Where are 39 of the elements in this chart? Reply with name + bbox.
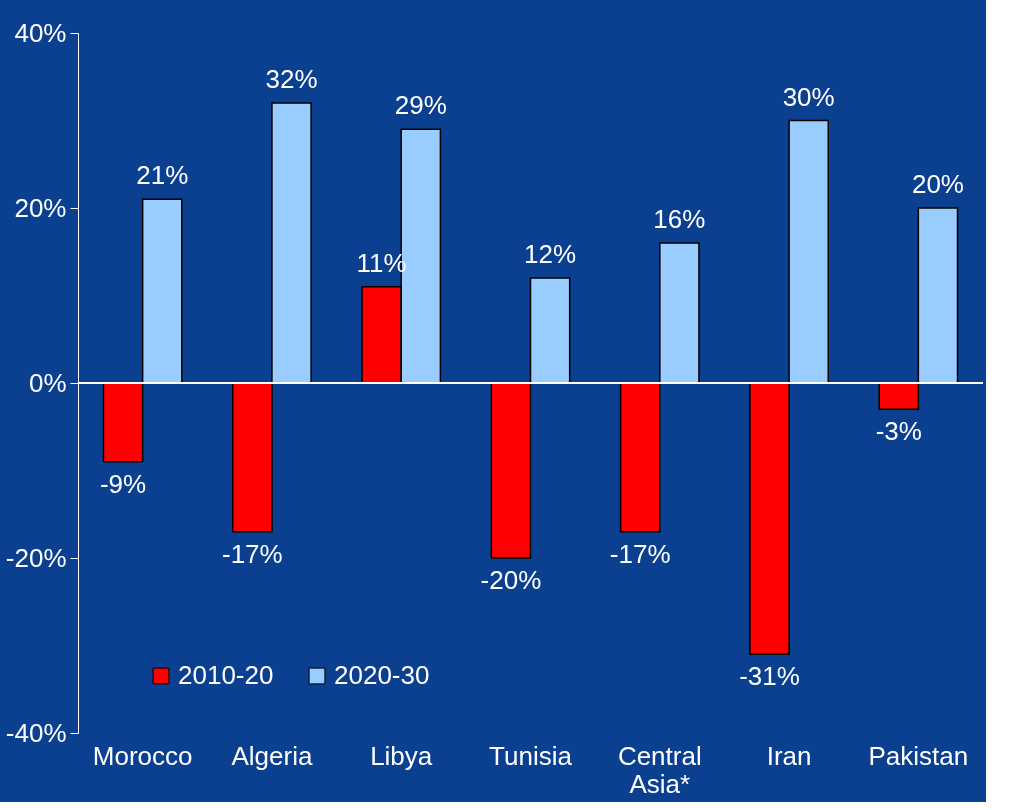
bar <box>788 119 829 384</box>
bar <box>529 277 571 384</box>
bar <box>878 382 920 410</box>
y-tick-label: 40% <box>14 17 67 48</box>
x-tick-label: Pakistan <box>868 740 969 771</box>
data-label: -31% <box>739 661 800 692</box>
bar <box>659 242 700 384</box>
data-label: -17% <box>609 538 671 569</box>
y-tick-label: 0% <box>28 367 67 398</box>
x-tick-label: Libya <box>370 740 433 771</box>
data-label: 30% <box>782 81 835 112</box>
bar <box>271 102 312 384</box>
data-label: -3% <box>875 416 922 447</box>
data-label: 21% <box>136 160 189 191</box>
data-label: 12% <box>524 239 577 269</box>
y-tick-label: 20% <box>14 192 67 223</box>
data-label: 20% <box>911 169 964 199</box>
bar <box>141 198 183 384</box>
data-label: -17% <box>221 538 283 569</box>
x-tick-label: Morocco <box>92 740 193 771</box>
data-label: -20% <box>480 565 542 595</box>
bar <box>619 382 661 533</box>
bar <box>917 207 959 384</box>
legend-label: 2010-20 <box>178 660 274 690</box>
data-label: -9% <box>99 468 147 499</box>
x-tick-label: Tunisia <box>489 740 573 771</box>
data-label: 16% <box>653 204 706 234</box>
data-label: 32% <box>265 64 318 94</box>
x-tick-label: Iran <box>766 740 812 771</box>
bar <box>749 382 790 655</box>
legend-label: 2020-30 <box>334 660 430 690</box>
y-tick-label: -40% <box>5 717 67 748</box>
bar <box>232 382 273 533</box>
bar <box>490 382 532 559</box>
x-tick-label: Central Asia* <box>617 740 702 799</box>
y-tick-label: -20% <box>5 542 67 573</box>
data-label: 29% <box>394 90 447 121</box>
bar <box>102 382 144 463</box>
x-tick-label: Algeria <box>231 740 313 771</box>
